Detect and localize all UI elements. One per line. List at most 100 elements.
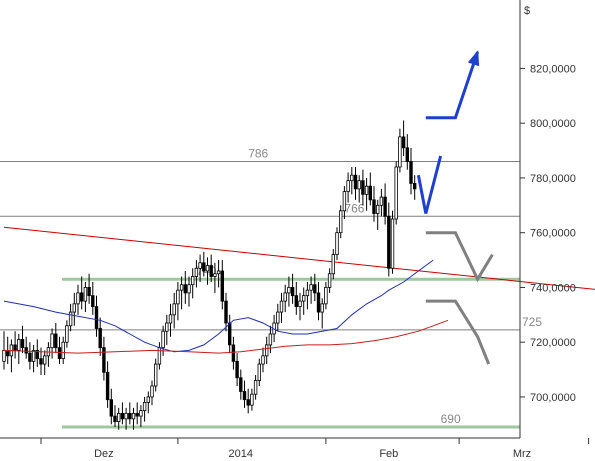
candle-body-58 [216,270,221,275]
candle-body-90 [335,232,339,255]
candle-body-54 [202,262,206,272]
candle-body-17 [65,325,69,343]
candle-body-36 [135,412,139,417]
y-tick-label-2: 740,0000 [530,282,576,294]
candle-body-49 [183,284,187,294]
candle-body-60 [224,300,228,324]
candle-body-65 [242,391,247,401]
y-axis-unit: $ [524,5,530,17]
candle-body-94 [350,174,354,182]
candle-body-77 [287,287,291,294]
scenario-path-3 [425,299,491,365]
candle-body-48 [179,284,184,291]
candle-body-41 [153,363,158,387]
candle-body-43 [161,330,165,349]
candlesticks [2,120,417,430]
x-tick-label-2: Feb [379,448,398,460]
candle-body-42 [157,347,162,365]
candle-body-35 [131,412,136,420]
candle-body-89 [331,254,335,275]
scenario-arrows [416,50,494,365]
y-tick-label-6: 820,0000 [530,63,576,75]
candle-body-110 [409,161,413,184]
x-tick-label-3: Mrz [513,448,531,460]
scenario-arrowhead-1 [467,50,480,67]
candle-body-59 [220,270,224,302]
candle-body-61 [227,322,232,346]
series-line-1 [3,319,449,354]
moving-averages [3,259,449,354]
candle-body-81 [301,295,306,302]
candle-body-55 [205,265,210,272]
y-tick-label-5: 800,0000 [530,118,576,130]
candle-body-98 [364,185,369,195]
trendline [3,226,595,290]
candle-body-76 [283,292,287,302]
candle-body-105 [390,218,395,269]
candle-body-16 [61,341,65,360]
candle-body-8 [31,349,36,362]
candle-body-9 [35,349,39,360]
candle-body-51 [190,276,195,286]
candle-body-56 [209,265,213,277]
candle-body-103 [383,196,387,217]
y-tick-label-4: 780,0000 [530,173,576,185]
candle-body-62 [231,344,236,362]
candle-body-71 [264,344,269,357]
candle-body-4 [17,339,21,351]
candle-body-85 [316,292,321,313]
series-line-0 [3,259,434,353]
candle-body-44 [165,322,169,332]
candle-body-5 [20,339,25,349]
candle-body-15 [57,347,62,360]
candle-body-97 [361,180,365,195]
level-label-1: 766 [344,201,364,215]
candle-body-3 [13,344,17,351]
candle-body-20 [76,292,80,305]
candle-body-30 [113,415,117,422]
candle-body-109 [405,147,409,162]
candle-body-102 [379,196,384,206]
candle-body-13 [50,333,54,349]
candle-body-66 [246,399,250,406]
candle-body-25 [94,306,99,329]
candle-body-93 [346,180,350,193]
candle-body-24 [91,295,95,307]
y-tick-label-3: 760,0000 [530,228,576,240]
x-tick-label-1: 2014 [229,448,253,460]
candle-body-96 [357,180,361,190]
candle-body-111 [412,183,417,190]
candle-body-53 [198,262,202,269]
candle-body-69 [257,363,261,381]
candle-body-31 [117,412,121,422]
candle-body-29 [109,399,113,417]
candle-body-101 [375,204,380,214]
candle-body-57 [213,273,217,277]
candle-body-14 [54,333,58,349]
candle-body-39 [146,396,150,403]
level-label-4: 690 [441,412,461,426]
candle-body-68 [253,380,258,395]
scenario-path-2 [425,231,494,283]
candle-body-95 [353,174,358,190]
candle-body-67 [250,393,254,406]
candle-body-21 [80,292,84,302]
candle-body-87 [324,287,328,305]
candle-body-78 [290,287,295,297]
candle-body-33 [124,412,128,420]
level-label-3: 725 [522,315,542,329]
candle-body-0 [2,349,6,362]
candle-body-84 [313,284,317,294]
scenario-path-0 [416,155,443,214]
candle-body-72 [268,333,273,346]
candle-body-63 [235,360,239,379]
level-label-0: 786 [248,147,268,161]
candle-body-79 [294,295,298,307]
candle-body-100 [372,199,376,214]
candle-body-38 [142,402,147,412]
candle-body-52 [194,267,199,277]
candle-body-19 [72,303,76,313]
candle-body-28 [105,371,110,401]
candle-body-70 [261,355,265,365]
candle-body-45 [168,314,173,324]
